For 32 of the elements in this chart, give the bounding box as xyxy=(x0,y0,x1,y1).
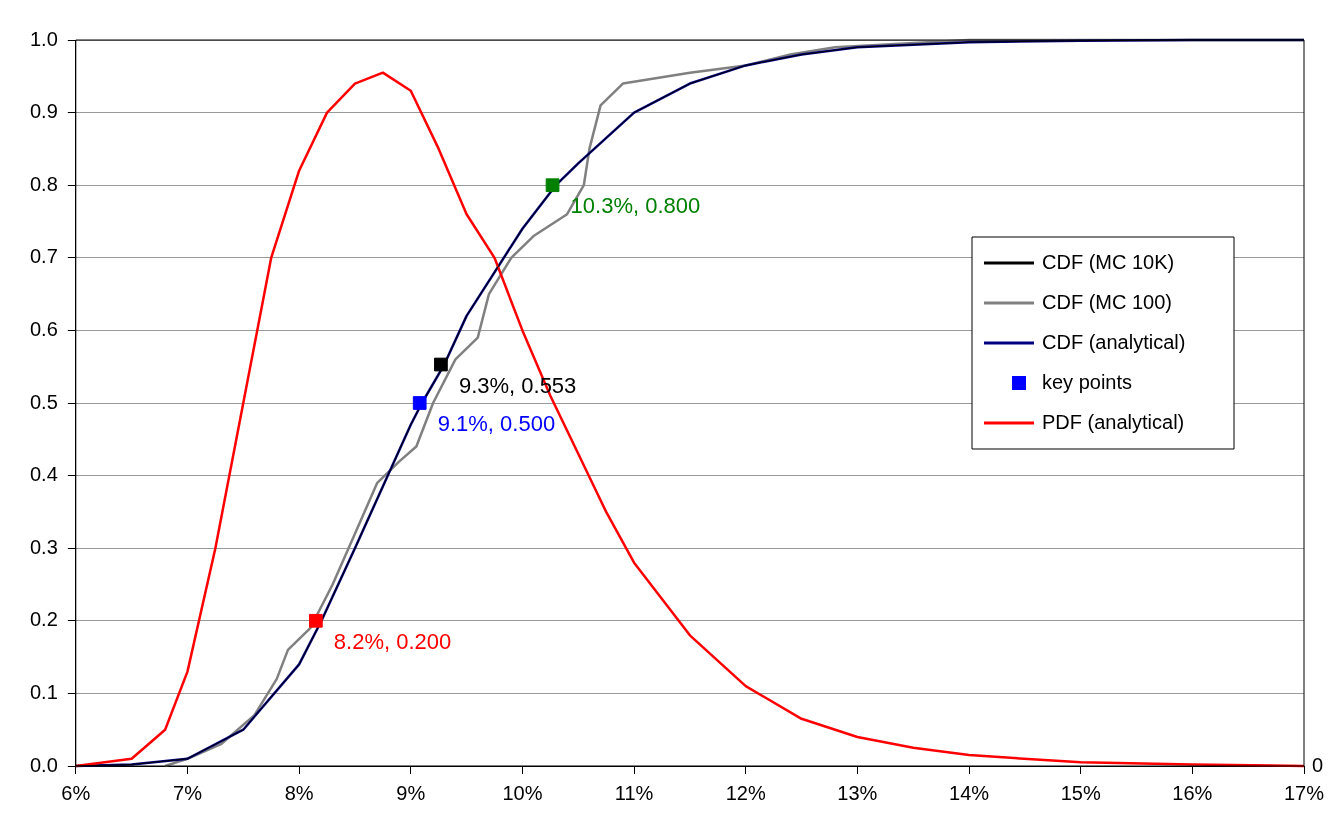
y-tick-label: 0.8 xyxy=(29,172,58,195)
x-tick-label: 12% xyxy=(725,781,766,804)
y-tick-label: 0.1 xyxy=(29,680,58,703)
x-tick-label: 6% xyxy=(61,781,91,804)
x-tick-label: 17% xyxy=(1283,781,1325,804)
x-tick-label: 10% xyxy=(502,781,543,804)
legend-label: CDF (MC 100) xyxy=(1042,290,1173,313)
y-tick-label: 0.3 xyxy=(29,535,58,558)
data-label: 9.1%, 0.500 xyxy=(437,411,556,437)
data-label: 8.2%, 0.200 xyxy=(333,628,452,654)
data-label: 10.3%, 0.800 xyxy=(570,193,701,219)
text: 0 xyxy=(1312,753,1324,776)
x-tick-label: 15% xyxy=(1060,781,1101,804)
y-tick-label: 0.9 xyxy=(29,100,58,123)
y-tick-label: 0.4 xyxy=(29,463,58,486)
x-tick-label: 14% xyxy=(949,781,990,804)
y-tick-label: 0.6 xyxy=(29,317,58,340)
y-tick-label: 0.5 xyxy=(29,390,58,413)
legend-label: CDF (analytical) xyxy=(1042,330,1186,353)
x-tick-label: 11% xyxy=(614,781,654,804)
legend-label: key points xyxy=(1042,370,1133,393)
x-tick-label: 7% xyxy=(173,781,203,804)
x-tick-label: 9% xyxy=(396,781,426,804)
y-tick-label: 0.7 xyxy=(29,245,58,268)
x-tick-label: 16% xyxy=(1172,781,1213,804)
legend-label: PDF (analytical) xyxy=(1042,410,1185,433)
x-tick-label: 13% xyxy=(837,781,878,804)
y-tick-label: 1.0 xyxy=(29,27,58,50)
legend-label: CDF (MC 10K) xyxy=(1042,250,1175,273)
x-tick-label: 8% xyxy=(284,781,314,804)
y-tick-label: 0.2 xyxy=(29,608,58,631)
y-tick-label: 0.0 xyxy=(29,753,58,776)
